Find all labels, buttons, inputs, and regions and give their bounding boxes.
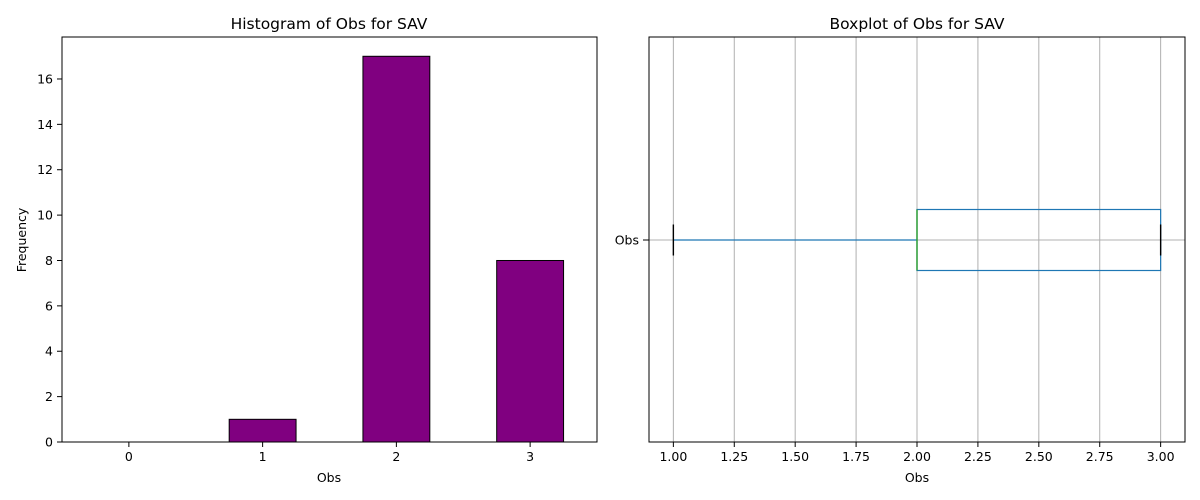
histogram-x-tick-label: 3 — [526, 449, 534, 464]
boxplot-x-tick-label: 1.50 — [781, 449, 809, 464]
histogram-bar — [362, 55, 431, 443]
histogram-x-label: Obs — [317, 470, 341, 485]
boxplot-y-tick-label: Obs — [615, 233, 639, 248]
boxplot-x-tick-label: 2.00 — [903, 449, 931, 464]
boxplot-x-tick-label: 2.25 — [964, 449, 992, 464]
boxplot-x-tick-label: 1.00 — [659, 449, 687, 464]
boxplot-x-tick-label: 2.75 — [1086, 449, 1114, 464]
boxplot-x-tick-label: 1.75 — [842, 449, 870, 464]
histogram-y-tick-label: 0 — [45, 435, 53, 450]
histogram-title: Histogram of Obs for SAV — [231, 15, 428, 33]
boxplot-panel: Boxplot of Obs for SAV 1.00 1.25 1.50 1.75 2… — [615, 15, 1186, 485]
histogram-y-tick-label: 14 — [37, 117, 53, 132]
boxplot-x-ticks: 1.00 1.25 1.50 1.75 2.00 2.25 2.50 2.75 3.00 — [659, 442, 1175, 464]
histogram-x-tick-label: 1 — [259, 449, 267, 464]
boxplot-x-tick-label: 3.00 — [1147, 449, 1175, 464]
histogram-bar — [496, 259, 565, 443]
histogram-y-tick-label: 12 — [37, 162, 53, 177]
histogram-y-tick-label: 8 — [45, 253, 53, 268]
histogram-y-tick-label: 10 — [37, 208, 53, 223]
histogram-y-tick-label: 6 — [45, 298, 53, 313]
histogram-bars — [228, 55, 565, 443]
histogram-y-label: Frequency — [14, 207, 29, 272]
histogram-y-ticks: 0 2 4 6 8 10 12 14 16 — [37, 71, 62, 450]
histogram-y-tick-label: 2 — [45, 389, 53, 404]
histogram-y-tick-label: 16 — [37, 71, 53, 86]
histogram-x-ticks: 0 1 2 3 — [125, 442, 534, 464]
histogram-y-tick-label: 4 — [45, 344, 53, 359]
boxplot-x-label: Obs — [905, 470, 929, 485]
histogram-bar — [228, 418, 297, 443]
boxplot-marks — [672, 208, 1162, 272]
histogram-frame — [61, 36, 598, 443]
boxplot-title: Boxplot of Obs for SAV — [830, 15, 1005, 33]
boxplot-x-tick-label: 2.50 — [1025, 449, 1053, 464]
histogram-x-tick-label: 2 — [392, 449, 400, 464]
histogram-x-tick-label: 0 — [125, 449, 133, 464]
boxplot-x-tick-label: 1.25 — [720, 449, 748, 464]
